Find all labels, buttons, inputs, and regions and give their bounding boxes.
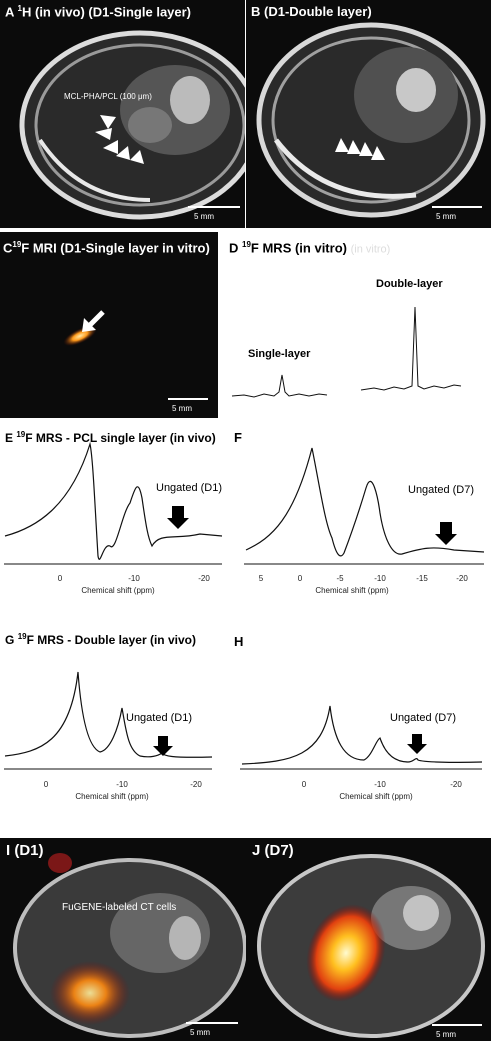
black-arrow-icon (167, 506, 189, 529)
panel-c-title-text: F MRI (D1-Single layer in vitro) (21, 240, 210, 256)
panel-e-title-text: F MRS - PCL single layer (in vivo) (25, 431, 216, 445)
single-layer-label: Single-layer (248, 348, 311, 360)
black-arrow-icon (435, 522, 457, 545)
panel-c-letter: C (3, 240, 13, 256)
panel-b-scale-label: 5 mm (436, 212, 456, 221)
panel-j: J (D7) 5 mm (246, 838, 491, 1041)
panel-d-ghost-text: (in vitro) (350, 243, 391, 256)
panel-a: A 1H (in vivo) (D1-Single layer) MCL-PHA… (0, 0, 245, 228)
panel-a-letter: A (5, 4, 14, 20)
panel-b-title-text: (D1-Double layer) (264, 4, 372, 19)
panel-b: B (D1-Double layer) 5 mm (246, 0, 491, 228)
panel-g-tick: -10 (116, 780, 128, 789)
panel-f-tick: -5 (336, 574, 344, 583)
panel-j-image (257, 854, 485, 1038)
double-layer-spectrum (360, 306, 462, 391)
panel-c-scale-label: 5 mm (172, 404, 192, 413)
panel-f-spectrum (244, 447, 485, 565)
panel-e-spectrum (4, 441, 223, 565)
panel-d-spectra (231, 306, 462, 398)
panel-e-tick: 0 (57, 574, 63, 583)
panel-f-tick: -15 (416, 574, 428, 583)
panel-f-xlabel: Chemical shift (ppm) (315, 586, 389, 595)
panel-f-tick: -10 (374, 574, 386, 583)
panel-a-scale-label: 5 mm (194, 212, 214, 221)
white-arrow-icon (82, 310, 105, 332)
black-arrow-icon (153, 736, 173, 756)
single-layer-spectrum (231, 374, 328, 398)
panel-g-superscript: 19 (17, 632, 27, 641)
panel-a-title: A 1H (in vivo) (D1-Single layer) (5, 4, 191, 19)
panel-e-superscript: 19 (16, 430, 26, 439)
panel-i: I (D1) FuGENE-labeled CT cells 5 mm (0, 838, 246, 1041)
panel-g: G 19F MRS - Double layer (in vivo) Ungat… (0, 630, 228, 815)
panel-g-xlabel: Chemical shift (ppm) (75, 792, 149, 801)
panel-a-image (19, 30, 245, 220)
panel-e-tick: -10 (128, 574, 140, 583)
panel-e-xlabel: Chemical shift (ppm) (81, 586, 155, 595)
panel-d-title-text: F MRS (in vitro) (250, 240, 347, 256)
panel-i-annotation: FuGENE-labeled CT cells (62, 902, 177, 913)
panel-a-title-text: H (in vivo) (D1-Single layer) (21, 4, 192, 20)
panel-i-letter: I (D1) (6, 842, 44, 859)
panel-j-letter: J (D7) (252, 842, 294, 859)
panel-g-tick: -20 (190, 780, 202, 789)
panel-h-spectrum (240, 705, 483, 770)
panel-f-tick: 5 (258, 574, 264, 583)
panel-e: E 19F MRS - PCL single layer (in vivo) U… (0, 428, 228, 606)
white-arrows (95, 115, 144, 164)
panel-e-note: Ungated (D1) (156, 482, 223, 494)
panel-h-tick: 0 (301, 780, 307, 789)
panel-i-scale-bar (186, 1022, 238, 1024)
white-arrows (335, 138, 385, 160)
panel-f-note: Ungated (D7) (408, 484, 475, 496)
black-arrow-icon (407, 734, 427, 754)
double-layer-label: Double-layer (376, 278, 443, 290)
panel-h-note: Ungated (D7) (390, 712, 457, 724)
panel-e-title: E 19F MRS - PCL single layer (in vivo) (5, 430, 216, 445)
panel-c: C19F MRI (D1-Single layer in vitro) 5 mm (0, 232, 218, 418)
panel-d-letter: D (229, 240, 239, 256)
panel-j-scale-bar (432, 1024, 482, 1026)
panel-h: H Ungated (D7) 0 -10 -20 Chemical shift … (232, 630, 491, 815)
panel-g-note: Ungated (D1) (126, 712, 193, 724)
panel-b-title: B (D1-Double layer) (251, 4, 372, 19)
panel-g-title: G 19F MRS - Double layer (in vivo) (5, 632, 196, 647)
panel-b-image (256, 22, 486, 218)
panel-f-tick: 0 (297, 574, 303, 583)
panel-i-image (13, 853, 246, 1038)
panel-h-xlabel: Chemical shift (ppm) (339, 792, 413, 801)
panel-e-letter: E (5, 431, 14, 445)
panel-g-tick: 0 (43, 780, 49, 789)
panel-g-title-text: F MRS - Double layer (in vivo) (26, 633, 196, 647)
panel-d-superscript: 19 (242, 240, 251, 249)
panel-d-title: D 19F MRS (in vitro) (in vitro) (229, 240, 390, 255)
panel-c-image (63, 310, 105, 346)
panel-g-letter: G (5, 633, 15, 647)
panel-a-annotation: MCL-PHA/PCL (100 μm) (64, 92, 152, 101)
panel-d: D 19F MRS (in vitro) (in vitro) Single-l… (224, 232, 491, 418)
panel-f-tick: -20 (456, 574, 468, 583)
panel-f-letter: F (234, 430, 242, 445)
panel-g-spectrum (4, 671, 213, 770)
panel-h-letter: H (234, 634, 244, 649)
panel-c-scale-bar (168, 398, 208, 400)
panel-f: F Ungated (D7) 5 0 -5 -10 -15 -20 Chemic… (232, 428, 491, 606)
panel-j-scale-label: 5 mm (436, 1030, 456, 1039)
panel-b-letter: B (251, 4, 261, 19)
panel-h-tick: -10 (374, 780, 386, 789)
panel-e-tick: -20 (198, 574, 210, 583)
panel-c-superscript: 19 (12, 240, 22, 249)
panel-b-scale-bar (432, 206, 482, 208)
panel-i-scale-label: 5 mm (190, 1028, 210, 1037)
panel-a-superscript: 1 (17, 4, 22, 13)
panel-c-title: C19F MRI (D1-Single layer in vitro) (3, 240, 210, 255)
panel-h-tick: -20 (450, 780, 462, 789)
panel-a-scale-bar (188, 206, 240, 208)
